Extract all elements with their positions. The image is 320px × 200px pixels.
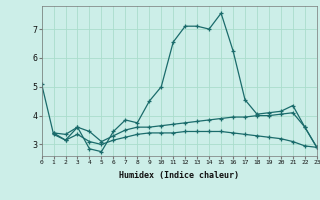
X-axis label: Humidex (Indice chaleur): Humidex (Indice chaleur) xyxy=(119,171,239,180)
